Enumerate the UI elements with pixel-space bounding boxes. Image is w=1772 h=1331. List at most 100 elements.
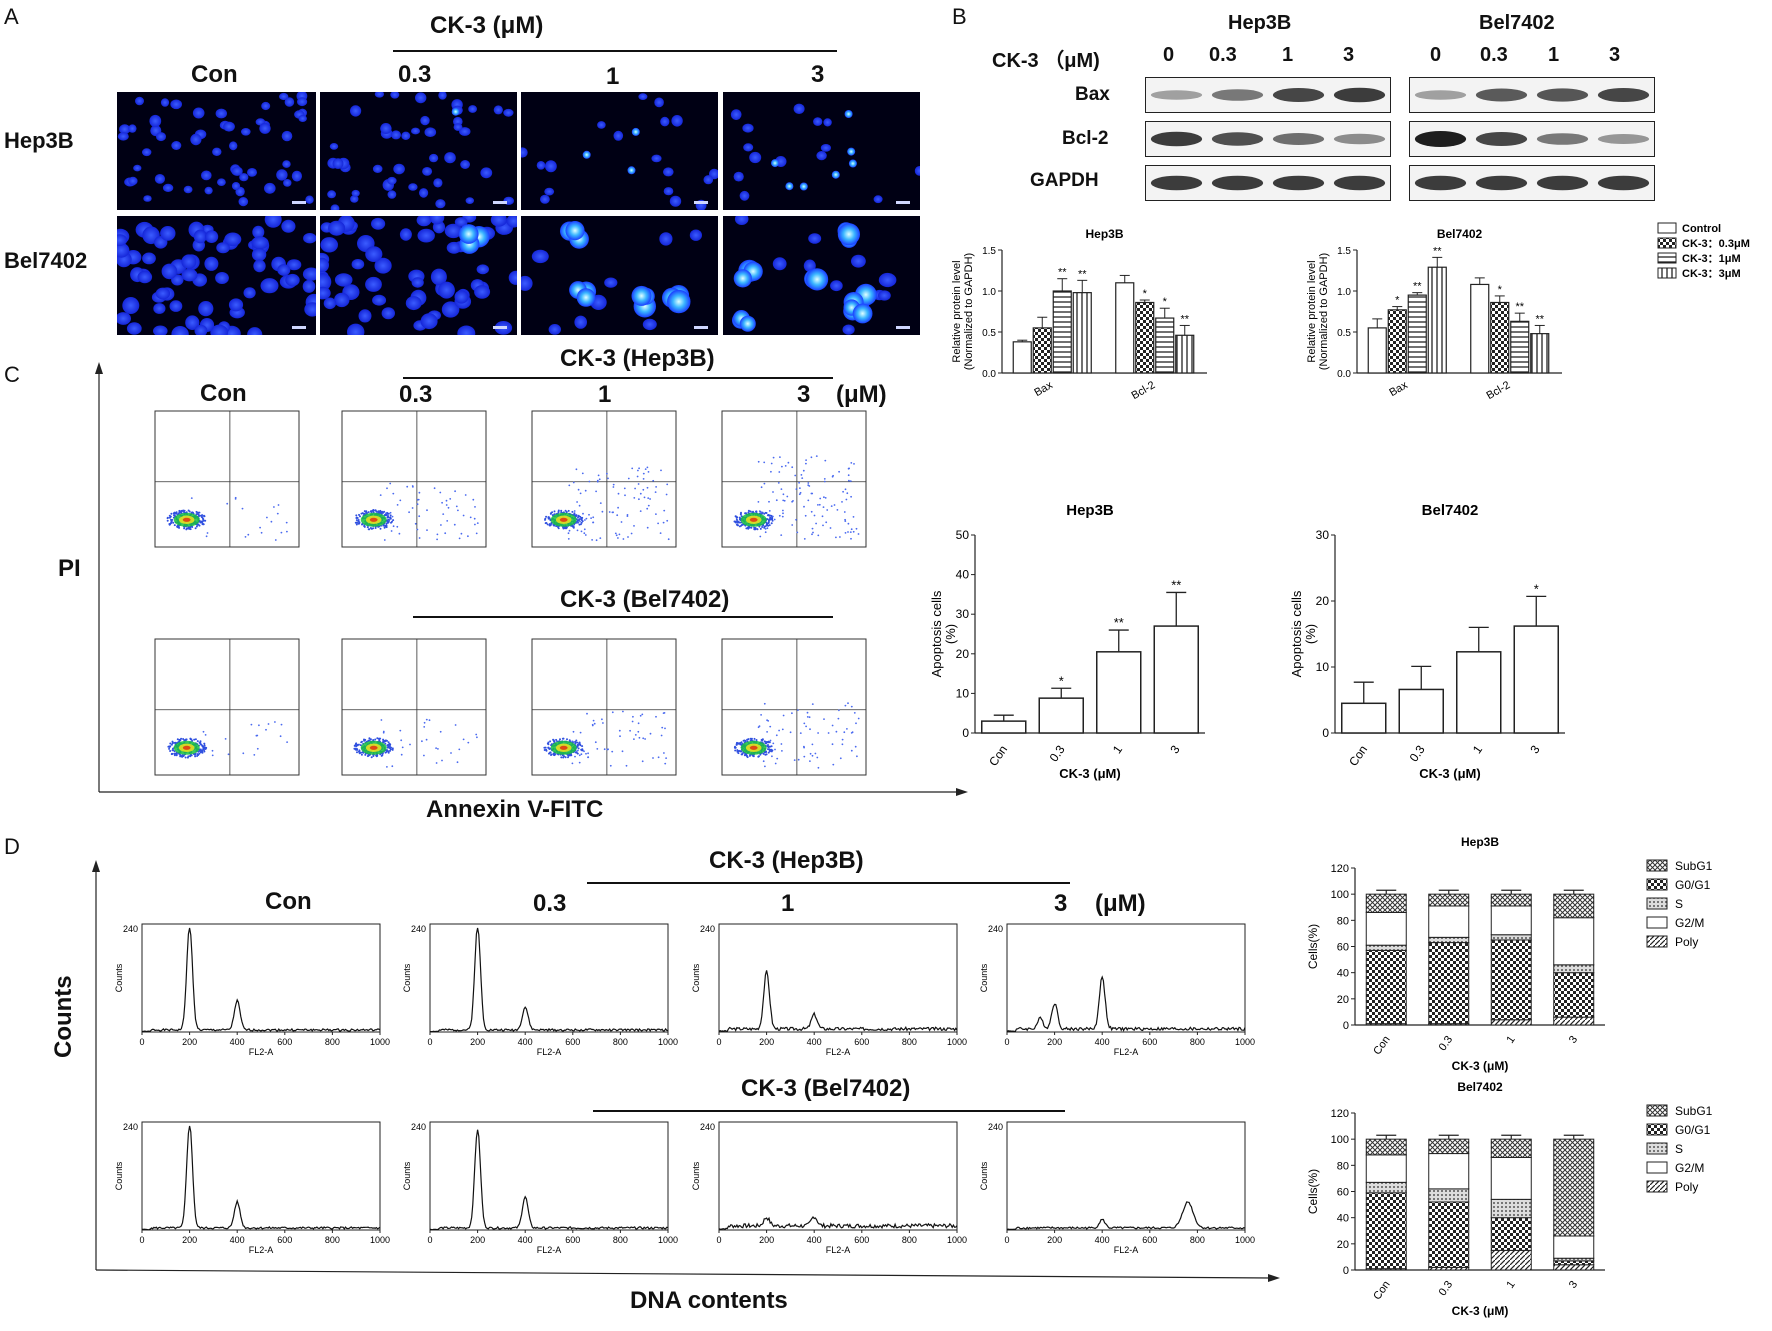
event-dot — [244, 536, 247, 538]
hist-y-label: Counts — [691, 1161, 701, 1190]
panel-d-axes — [92, 860, 1280, 1282]
event-dot — [435, 762, 438, 764]
nucleus — [216, 242, 230, 254]
event-dot — [617, 537, 619, 539]
event-dot — [545, 522, 548, 524]
event-dot — [192, 511, 194, 514]
event-dot — [838, 470, 840, 473]
nucleus — [733, 171, 744, 182]
y-tick-label: 120 — [1331, 1108, 1349, 1120]
stacked-segment — [1428, 1201, 1470, 1268]
hist-x-label: FL2-A — [826, 1245, 851, 1255]
scale-bar — [493, 201, 507, 204]
histogram-frame — [141, 923, 381, 1033]
bar — [1367, 327, 1387, 374]
event-dot — [185, 738, 188, 741]
event-dot — [763, 461, 766, 464]
event-dot — [250, 723, 253, 726]
event-dot — [425, 738, 428, 741]
event-dot — [205, 535, 208, 538]
event-dot — [270, 520, 273, 523]
event-dot — [664, 727, 666, 730]
hist-x-tick-label: 0 — [427, 1037, 432, 1047]
event-dot — [416, 498, 419, 501]
histogram-hep3b-con: 0 200 400 600 800 1000 FL2-A 240 Counts — [114, 923, 390, 1057]
event-dot — [770, 462, 773, 465]
legend-label: Control — [1682, 223, 1721, 235]
event-dot — [772, 742, 775, 745]
event-dot — [771, 755, 773, 758]
bar — [1490, 301, 1510, 374]
event-dot — [560, 509, 563, 512]
nucleus — [438, 92, 447, 100]
event-dot — [814, 752, 817, 755]
panel-b-dose-label: CK-3 （μM) — [992, 50, 1100, 72]
event-dot — [581, 745, 584, 748]
event-dot — [453, 523, 456, 526]
hist-x-tick-label: 1000 — [658, 1037, 678, 1047]
event-dot — [256, 747, 259, 750]
nucleus — [416, 216, 432, 227]
event-dot — [805, 459, 807, 461]
micrograph-hep3b-03 — [320, 92, 517, 210]
flow-plot-bel7402-1 — [512, 633, 680, 797]
event-dot — [202, 748, 205, 751]
x-tick-label: 3 — [1567, 1034, 1580, 1046]
event-dot — [365, 511, 368, 514]
histogram-trace — [141, 1125, 381, 1231]
event-dot — [809, 760, 811, 762]
event-dot — [389, 511, 392, 514]
nucleus — [803, 259, 816, 273]
scale-bar — [292, 201, 306, 204]
event-dot — [777, 482, 780, 484]
nucleus — [743, 143, 754, 152]
event-dot — [810, 456, 813, 459]
western-blot-bel7402-bcl2 — [1409, 121, 1655, 157]
event-dot — [757, 501, 760, 503]
y-axis-label-unit: (Normalized to GAPDH) — [963, 253, 975, 370]
event-dot — [359, 515, 361, 518]
event-dot — [797, 709, 799, 711]
event-dot — [391, 515, 394, 518]
event-dot — [280, 531, 283, 534]
event-dot — [392, 525, 395, 528]
event-dot — [226, 502, 229, 505]
event-dot — [543, 746, 546, 749]
event-dot — [601, 718, 603, 721]
event-dot — [735, 743, 738, 746]
bar — [1155, 317, 1175, 374]
hist-x-tick-label: 400 — [518, 1235, 533, 1245]
significance-mark: ** — [1078, 268, 1087, 280]
nucleus — [282, 160, 291, 168]
event-dot — [830, 505, 833, 507]
event-dot — [578, 519, 581, 521]
event-dot — [793, 759, 796, 761]
event-dot — [387, 512, 390, 515]
blot-band — [1475, 88, 1528, 102]
event-dot — [201, 514, 204, 517]
event-dot — [847, 702, 849, 705]
event-dot — [611, 750, 614, 753]
y-tick-label: 40 — [956, 568, 970, 582]
nucleus — [154, 174, 165, 184]
event-dot — [632, 715, 634, 718]
nucleus — [830, 280, 843, 292]
event-dot — [844, 532, 847, 534]
event-dot — [190, 497, 193, 499]
nucleus — [851, 254, 866, 268]
event-dot — [578, 761, 581, 764]
nucleus — [351, 259, 365, 270]
event-dot — [194, 755, 197, 758]
x-tick-label: 1 — [1470, 742, 1485, 756]
event-dot — [559, 738, 561, 741]
apoptotic-nucleus — [576, 288, 596, 307]
hist-x-tick-label: 200 — [470, 1037, 485, 1047]
event-dot — [798, 493, 801, 496]
panel-c-col-con: Con — [200, 380, 247, 407]
event-dot — [835, 730, 838, 733]
hist-x-tick-label: 200 — [1047, 1037, 1062, 1047]
event-dot — [660, 469, 662, 472]
histogram-trace — [429, 1129, 669, 1231]
event-dot — [584, 489, 587, 492]
event-dot — [416, 503, 419, 506]
